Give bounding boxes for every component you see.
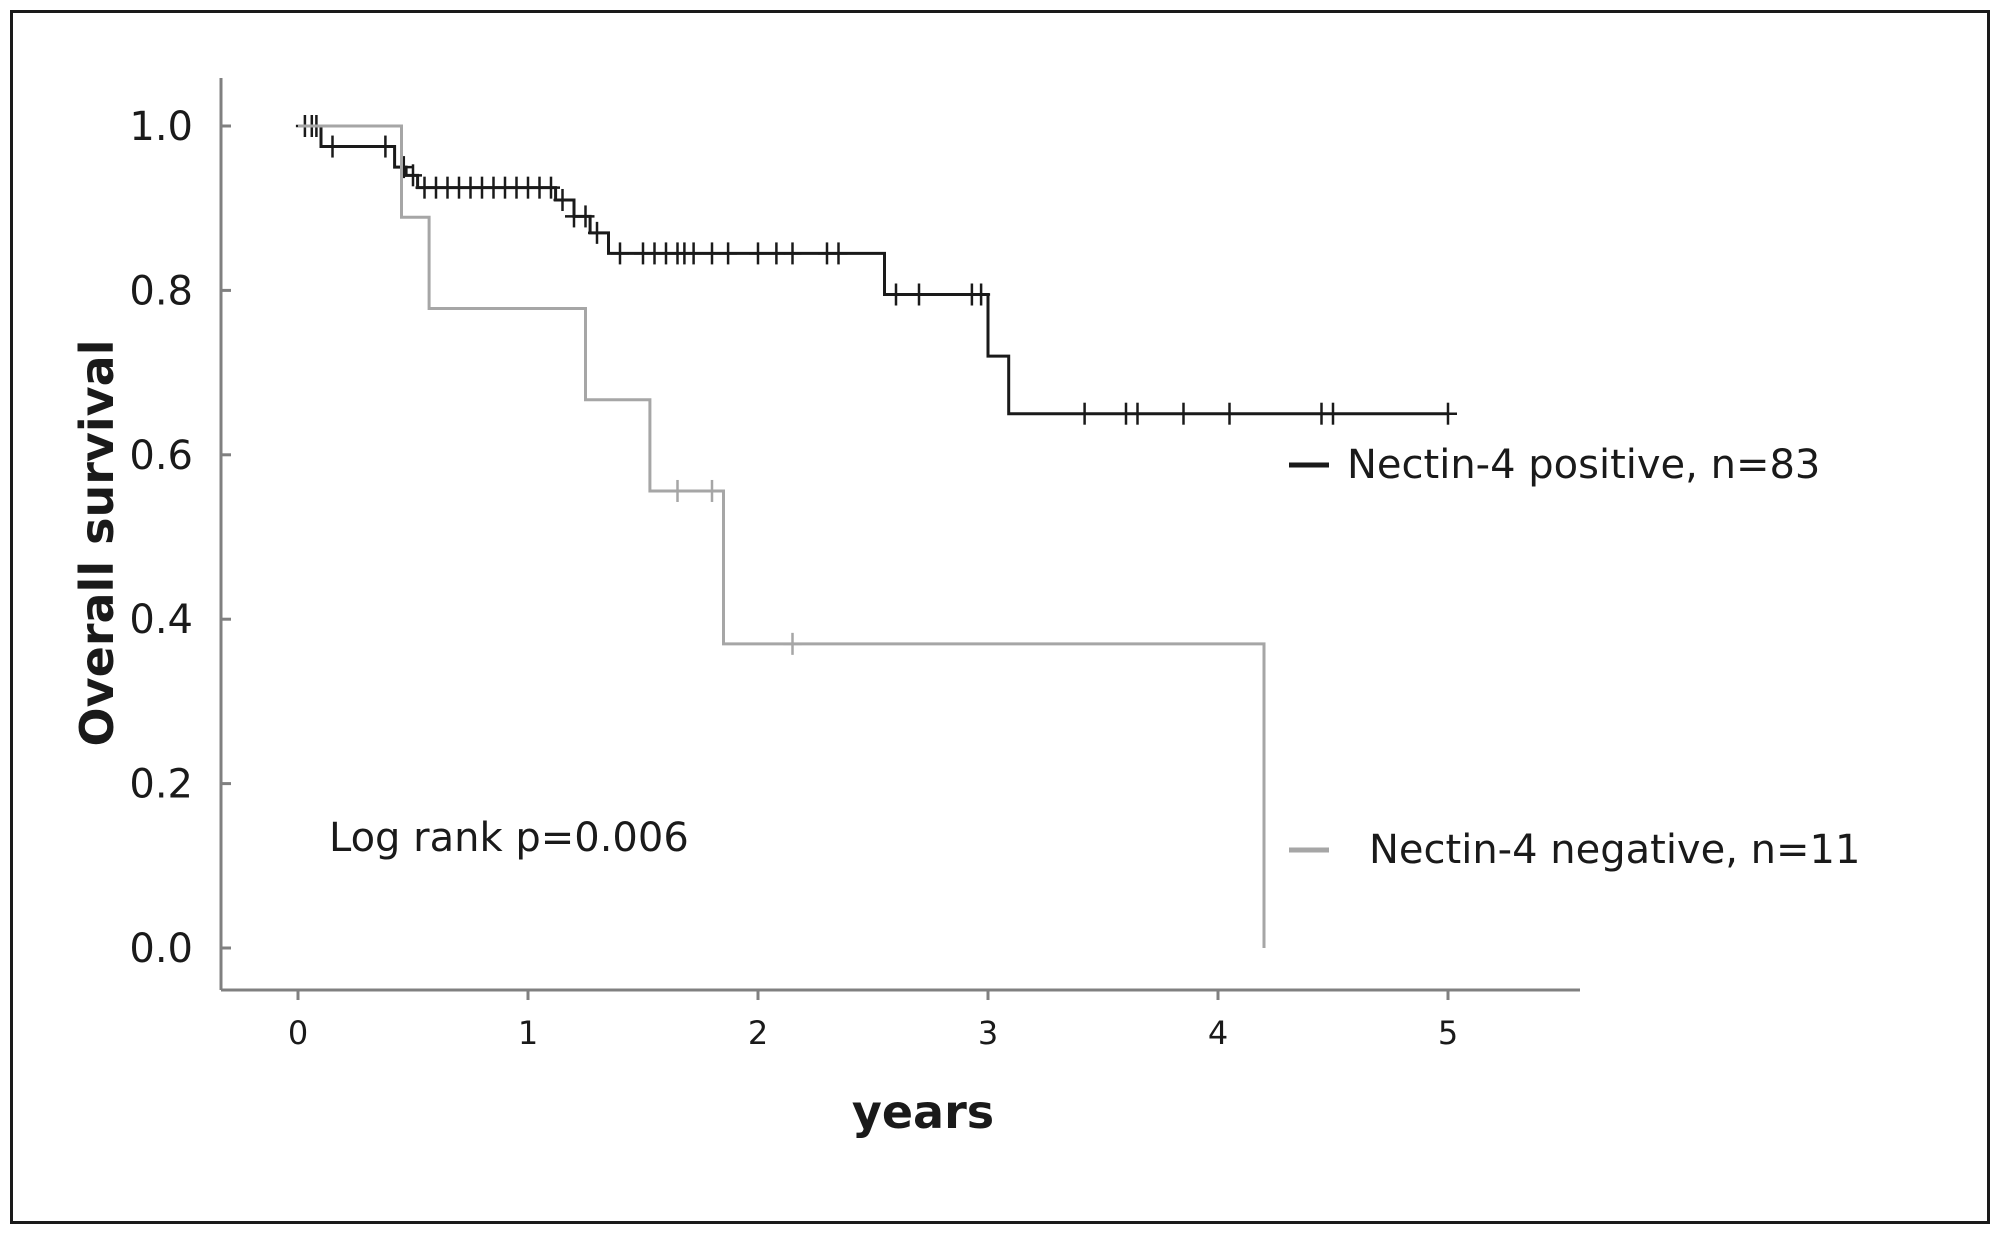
y-tick-label: 0.8 bbox=[129, 268, 193, 314]
logrank-annotation: Log rank p=0.006 bbox=[329, 815, 689, 861]
x-tick-label: 3 bbox=[978, 1014, 998, 1052]
series-positive bbox=[295, 115, 1457, 425]
survival-curve bbox=[298, 124, 1448, 416]
survival-chart: 0.0 0.2 0.4 0.6 0.8 1.0 0 1 2 3 4 5 Overall surviv… bbox=[70, 78, 1860, 1139]
x-tick-label: 1 bbox=[518, 1014, 538, 1052]
y-tick-label: 0.6 bbox=[129, 433, 193, 479]
legend-label-positive: Nectin-4 positive, n=83 bbox=[1347, 442, 1820, 488]
x-axis-title: years bbox=[852, 1085, 994, 1139]
x-tick-label: 0 bbox=[288, 1014, 308, 1052]
x-tick-label: 2 bbox=[748, 1014, 768, 1052]
figure-frame: 0.0 0.2 0.4 0.6 0.8 1.0 0 1 2 3 4 5 Overall surviv… bbox=[10, 10, 1990, 1224]
y-tick-label: 1.0 bbox=[129, 104, 193, 150]
y-tick-label: 0.2 bbox=[129, 762, 193, 808]
y-ticks: 0.0 0.2 0.4 0.6 0.8 1.0 bbox=[129, 104, 231, 972]
legend-item-negative: Nectin-4 negative, n=11 bbox=[1289, 827, 1860, 873]
series-negative bbox=[298, 124, 1266, 948]
legend-item-positive: Nectin-4 positive, n=83 bbox=[1289, 442, 1820, 488]
y-tick-label: 0.4 bbox=[129, 597, 193, 643]
legend: Nectin-4 positive, n=83 Nectin-4 negativ… bbox=[1289, 442, 1860, 873]
x-ticks: 0 1 2 3 4 5 bbox=[288, 990, 1458, 1052]
x-tick-label: 4 bbox=[1208, 1014, 1228, 1052]
legend-label-negative: Nectin-4 negative, n=11 bbox=[1369, 827, 1860, 873]
axes bbox=[219, 78, 1580, 992]
y-axis-title: Overall survival bbox=[70, 340, 124, 747]
y-tick-label: 0.0 bbox=[129, 926, 193, 972]
x-tick-label: 5 bbox=[1438, 1014, 1458, 1052]
series-layer bbox=[295, 115, 1457, 948]
survival-curve bbox=[298, 124, 1266, 948]
